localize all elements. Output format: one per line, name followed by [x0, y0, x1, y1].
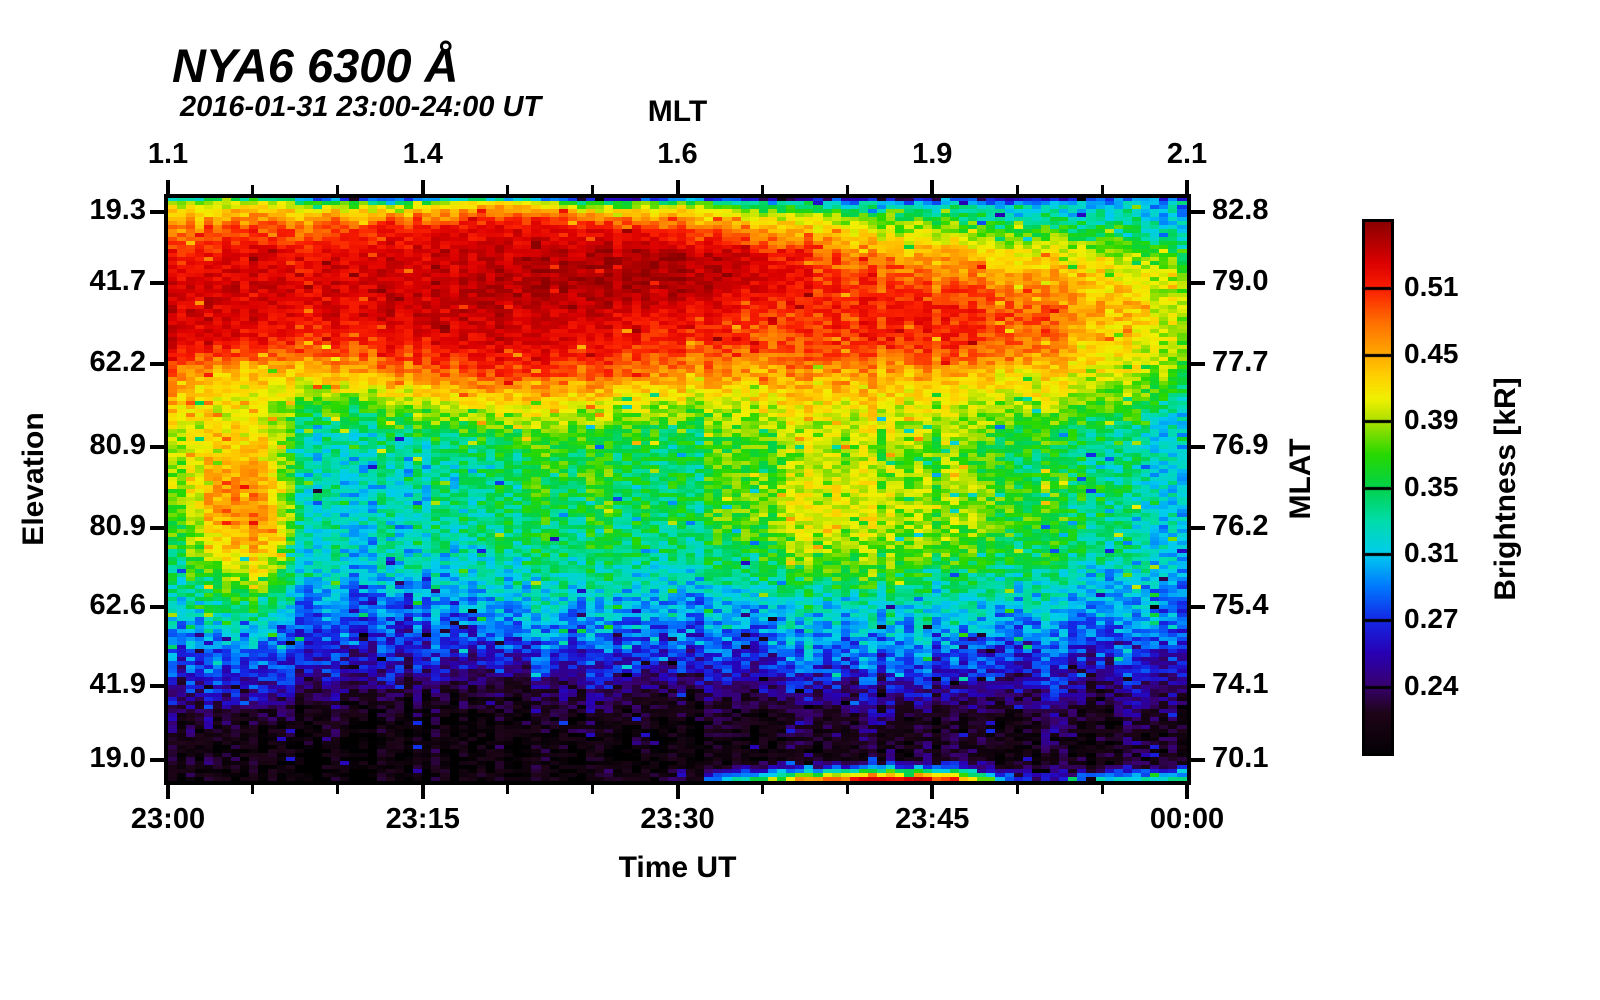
right-axis-tick-label: 75.4 [1212, 589, 1269, 622]
top-axis-tick-label: 1.4 [402, 138, 443, 170]
left-axis-tick-label: 62.2 [89, 346, 146, 379]
chart-subtitle: 2016-01-31 23:00-24:00 UT [180, 91, 542, 123]
plot-area [164, 194, 1191, 785]
top-axis-tick-label: 2.1 [1166, 138, 1208, 170]
top-axis-tick-label: 1.9 [912, 138, 953, 170]
colorbar [1362, 219, 1394, 756]
colorbar-tick-label: 0.45 [1404, 337, 1459, 369]
colorbar-tick-label: 0.31 [1404, 536, 1459, 568]
bottom-axis-tick-label: 23:15 [385, 803, 460, 835]
right-axis-tick-label: 70.1 [1212, 742, 1269, 774]
chart-title: NYA6 6300 Å [172, 39, 459, 92]
bottom-axis-tick-label: 00:00 [1149, 803, 1225, 835]
bottom-axis-tick-label: 23:45 [895, 803, 970, 835]
colorbar-tick-label: 0.27 [1404, 603, 1459, 635]
left-axis-tick-label: 62.6 [89, 589, 146, 622]
top-axis-tick-label: 1.6 [657, 138, 698, 170]
bottom-axis-label: Time UT [618, 851, 737, 884]
top-axis-tick-label: 1.1 [147, 138, 189, 170]
left-axis-tick-label: 80.9 [89, 509, 146, 542]
colorbar-tick-label: 0.39 [1404, 404, 1459, 436]
left-axis-tick-label: 19.3 [89, 193, 146, 226]
right-axis-tick-label: 74.1 [1212, 667, 1269, 700]
heatmap-canvas [168, 198, 1187, 781]
bottom-axis-tick-label: 23:00 [130, 803, 206, 835]
left-axis-tick-label: 80.9 [89, 428, 146, 461]
right-axis-tick-label: 76.9 [1212, 428, 1269, 461]
left-axis-tick-label: 19.0 [89, 742, 146, 774]
bottom-axis-tick-label: 23:30 [640, 803, 715, 835]
right-axis-tick-label: 82.8 [1212, 193, 1269, 226]
colorbar-label: Brightness [kR] [1489, 377, 1522, 601]
colorbar-tick-label: 0.24 [1404, 669, 1459, 701]
left-axis-tick-label: 41.7 [89, 265, 146, 298]
right-axis-tick-label: 77.7 [1212, 346, 1269, 379]
colorbar-tick-label: 0.35 [1404, 470, 1459, 502]
left-axis-tick-label: 41.9 [89, 667, 146, 700]
colorbar-tick-label: 0.51 [1404, 271, 1459, 303]
top-axis-label: MLT [647, 95, 708, 128]
right-axis-tick-label: 79.0 [1212, 265, 1269, 298]
right-axis-tick-label: 76.2 [1212, 509, 1269, 542]
colorbar-canvas [1365, 222, 1391, 753]
